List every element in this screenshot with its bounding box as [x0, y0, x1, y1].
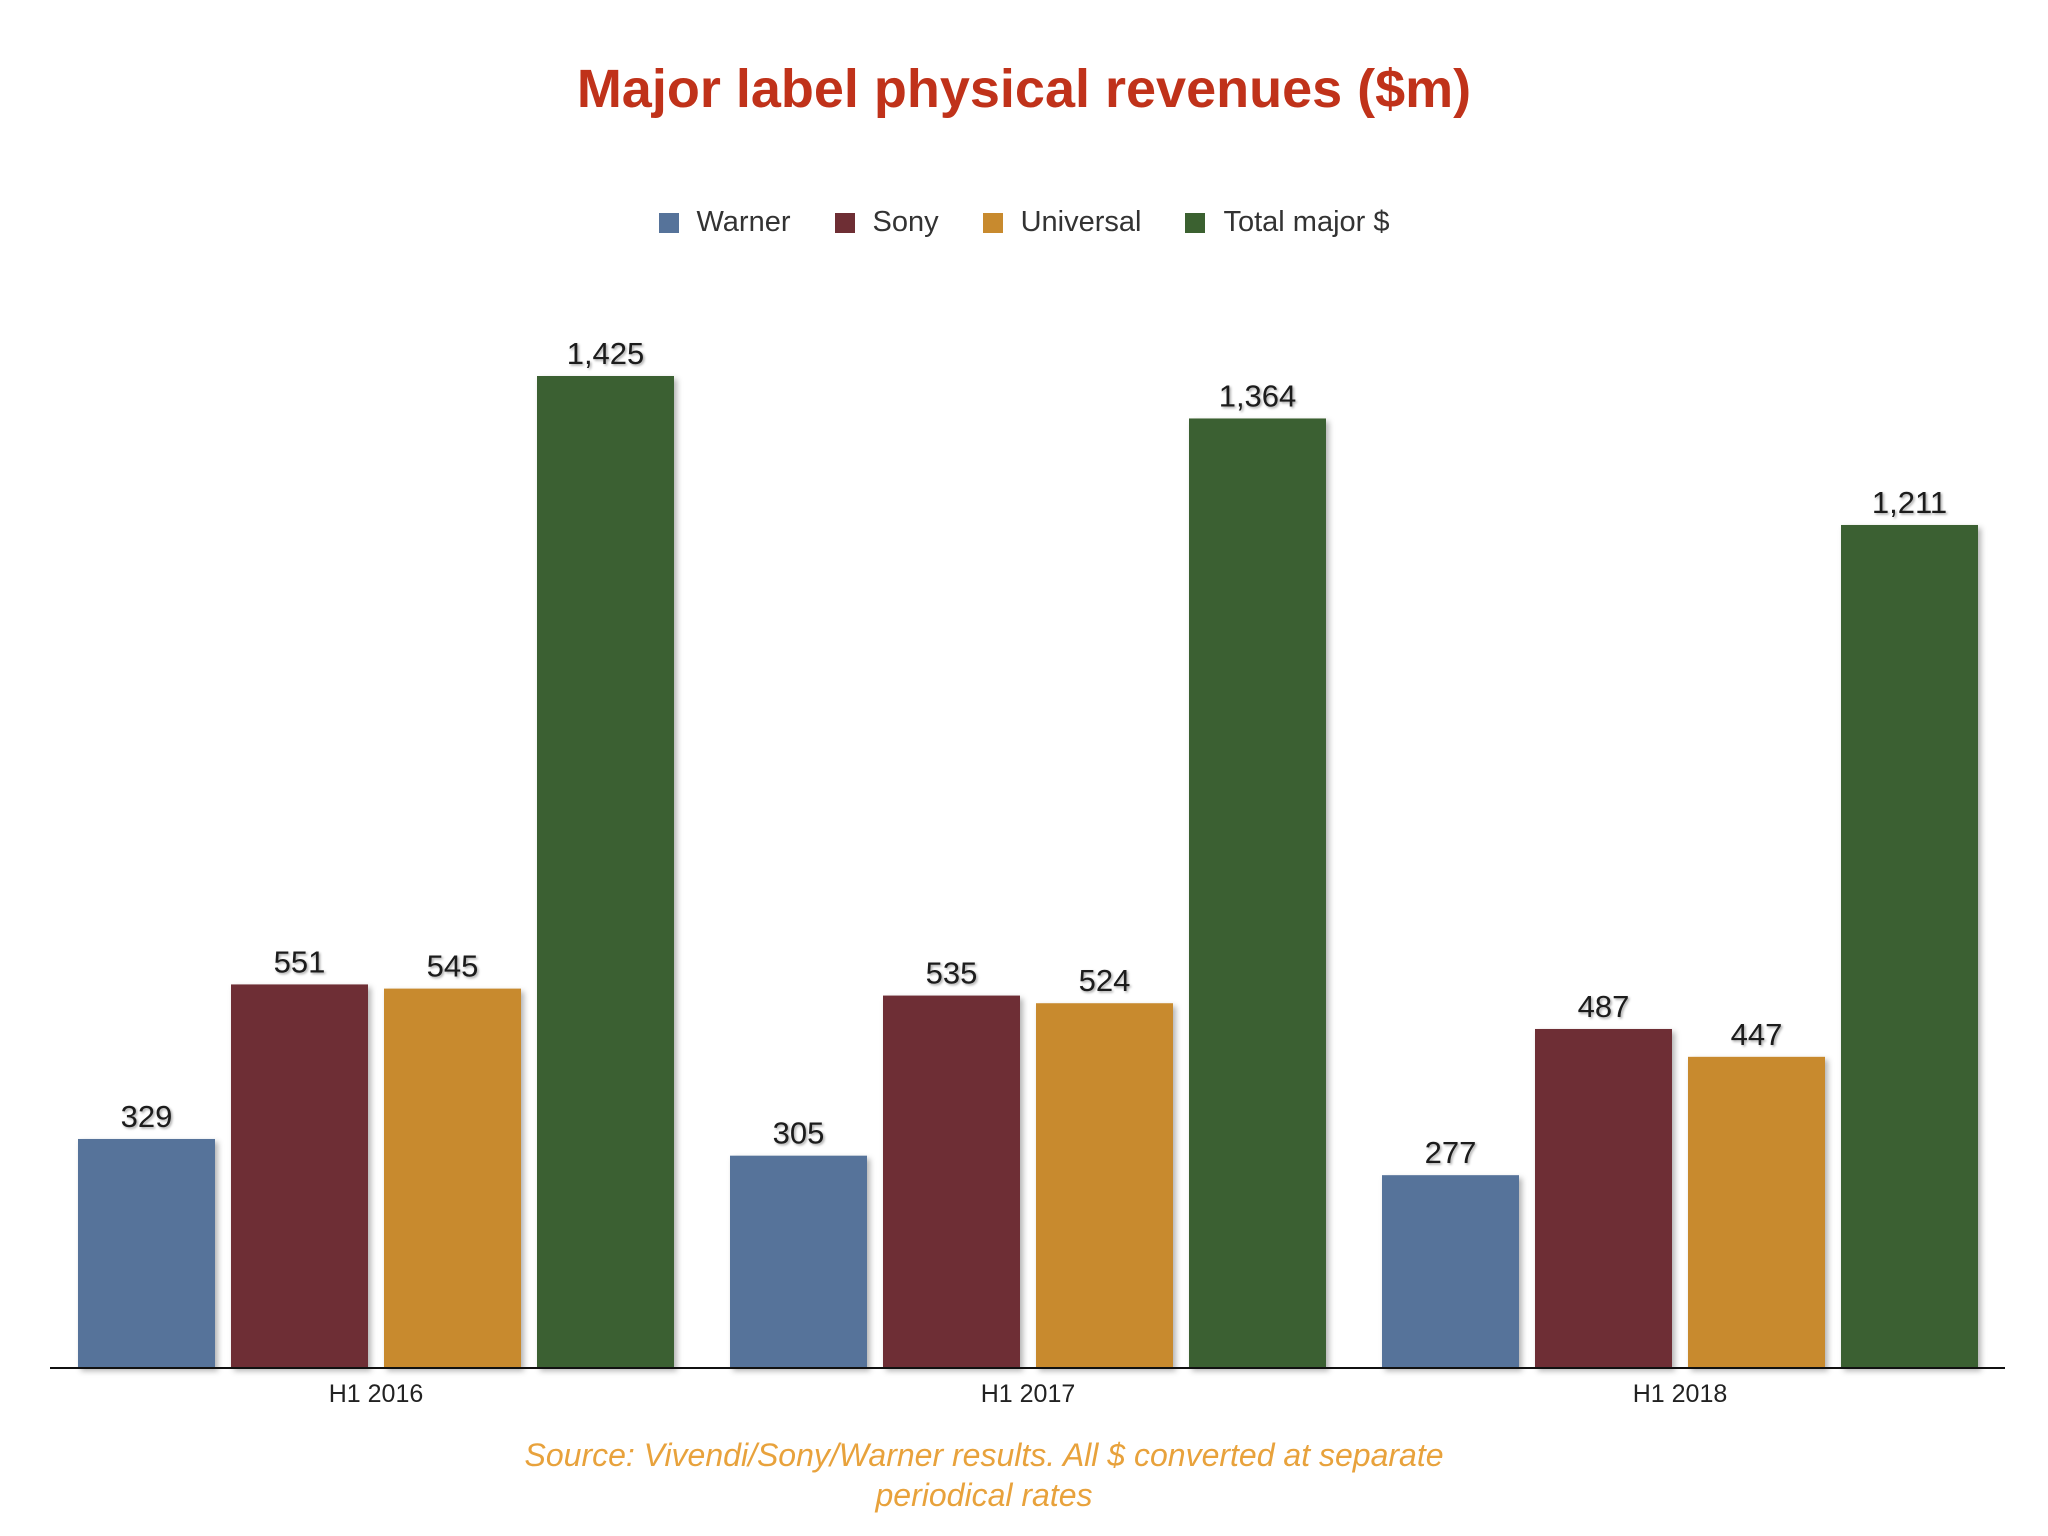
- category-label: H1 2017: [981, 1380, 1076, 1408]
- category-label: H1 2018: [1633, 1380, 1728, 1408]
- legend-swatch: [982, 212, 1003, 233]
- chart-legend: Warner Sony Universal Total major $: [0, 206, 2048, 239]
- bar-warner-h1-2018: [1382, 1175, 1519, 1368]
- category-labels-layer: H1 2016 H1 2017 H1 2018: [329, 1380, 1728, 1408]
- value-label: 1,211: [1872, 485, 1947, 520]
- value-label: 1,364: [1219, 378, 1297, 413]
- bar-universal-h1-2017: [1036, 1003, 1173, 1368]
- chart-title: Major label physical revenues ($m): [576, 59, 1472, 119]
- bar-warner-h1-2017: [730, 1155, 867, 1368]
- legend-swatch: [1185, 212, 1206, 233]
- bar-sony-h1-2016: [231, 984, 368, 1368]
- value-label: 447: [1731, 1017, 1783, 1052]
- bar-universal-h1-2016: [384, 988, 521, 1368]
- legend-label: Total major $: [1223, 206, 1390, 238]
- bar-total-major-h1-2018: [1841, 524, 1978, 1368]
- value-label: 329: [121, 1099, 173, 1134]
- legend-label: Universal: [1020, 206, 1142, 238]
- legend-item-total-major: Total major $: [1185, 206, 1390, 239]
- bar-warner-h1-2016: [78, 1138, 215, 1368]
- value-labels-layer: 329 551 545 1,425 305 535 524 1,364 277 487 447 1,2…: [121, 336, 1948, 1170]
- value-label: 524: [1079, 963, 1131, 998]
- legend-swatch: [658, 212, 679, 233]
- value-label: 277: [1425, 1135, 1477, 1170]
- category-label: H1 2016: [329, 1380, 424, 1408]
- bar-sony-h1-2017: [883, 995, 1020, 1368]
- value-label: 1,425: [567, 336, 645, 371]
- bars-layer: [78, 376, 1978, 1368]
- value-label: 535: [926, 956, 978, 991]
- value-label: 487: [1578, 989, 1630, 1024]
- value-label: 545: [427, 949, 479, 984]
- bar-sony-h1-2018: [1535, 1028, 1672, 1368]
- value-label: 551: [274, 944, 326, 979]
- bar-total-major-h1-2017: [1189, 418, 1326, 1368]
- legend-item-sony: Sony: [834, 206, 939, 239]
- bar-universal-h1-2018: [1688, 1056, 1825, 1368]
- legend-label: Sony: [872, 206, 939, 238]
- legend-swatch: [834, 212, 855, 233]
- legend-item-universal: Universal: [982, 206, 1142, 239]
- legend-label: Warner: [696, 206, 791, 238]
- legend-item-warner: Warner: [658, 206, 791, 239]
- source-note: Source: Vivendi/Sony/Warner results. All…: [524, 1437, 1444, 1513]
- value-label: 305: [773, 1116, 825, 1151]
- bar-total-major-h1-2016: [537, 376, 674, 1368]
